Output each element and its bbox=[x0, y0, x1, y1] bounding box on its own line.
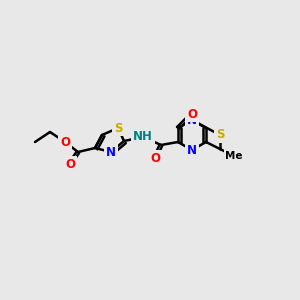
Text: N: N bbox=[106, 146, 116, 158]
Text: NH: NH bbox=[133, 130, 153, 143]
Text: O: O bbox=[65, 158, 75, 170]
Text: O: O bbox=[150, 152, 160, 164]
Text: O: O bbox=[187, 107, 197, 121]
Text: O: O bbox=[60, 136, 70, 148]
Text: N: N bbox=[187, 113, 197, 127]
Text: S: S bbox=[216, 128, 224, 142]
Text: N: N bbox=[187, 143, 197, 157]
Text: Me: Me bbox=[225, 151, 243, 161]
Text: S: S bbox=[114, 122, 122, 134]
